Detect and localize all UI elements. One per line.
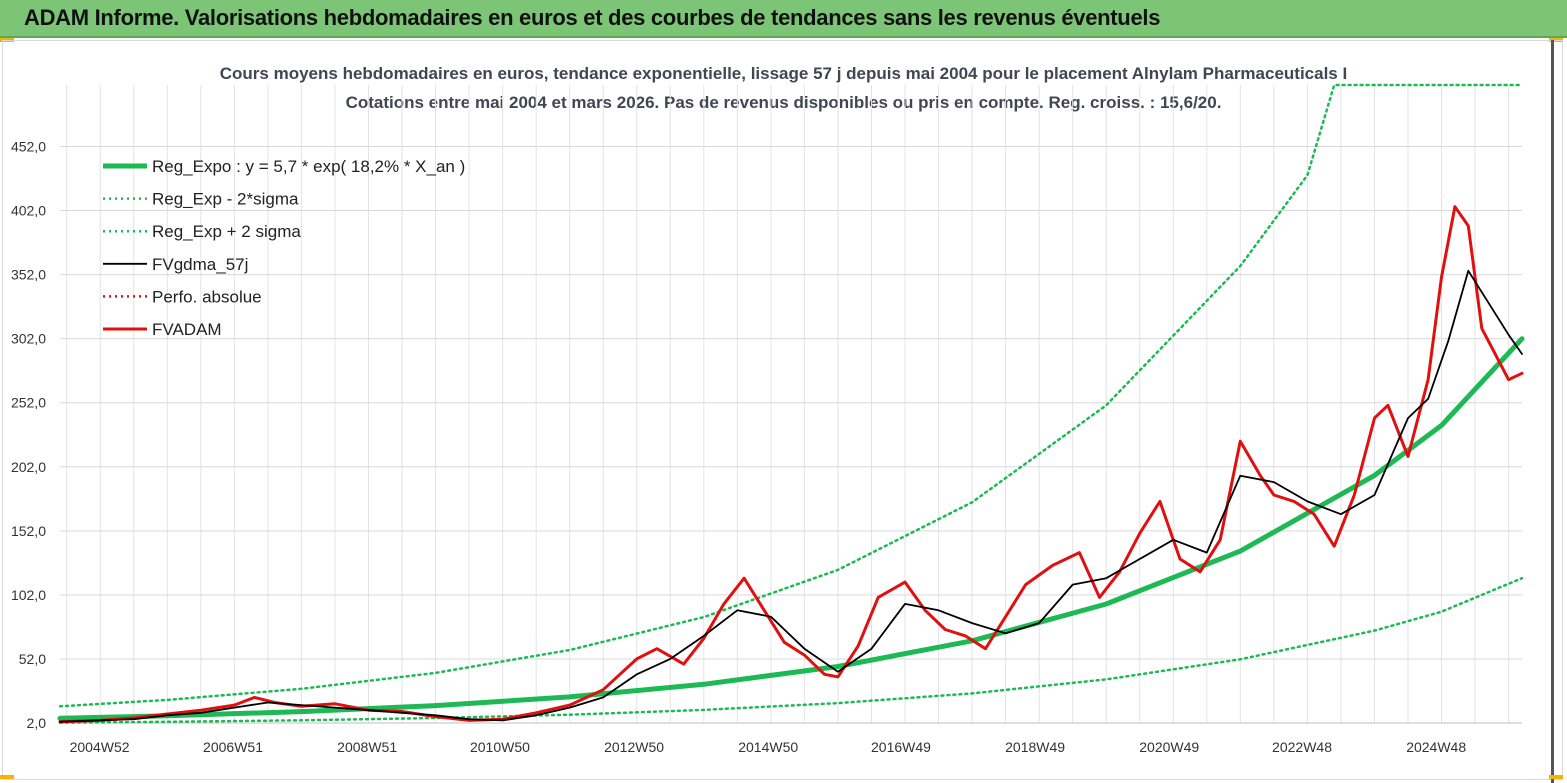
grid <box>60 85 1522 724</box>
y-tick-label: 452,0 <box>11 138 46 154</box>
frame-corner-bottom-left <box>0 775 14 779</box>
y-axis-ticks: 2,0 52,0 102,0 152,0 202,0 252,0 302,0 352,0 402… <box>11 138 46 731</box>
x-tick-label: 2012W50 <box>604 739 664 755</box>
frame-corner-bottom-right <box>1549 775 1563 779</box>
y-tick-label: 402,0 <box>11 203 46 219</box>
report-banner: ADAM Informe. Valorisations hebdomadaire… <box>0 0 1567 38</box>
series-line-2 <box>58 83 1524 708</box>
x-tick-label: 2016W49 <box>871 739 931 755</box>
x-tick-label: 2024W48 <box>1406 739 1466 755</box>
legend-label: Reg_Expo : y = 5,7 * exp( 18,2% * X_an ) <box>152 157 465 176</box>
chart-title: Cours moyens hebdomadaires en euros, ten… <box>219 64 1348 83</box>
x-tick-label: 2004W52 <box>70 739 130 755</box>
chart-frame <box>2 40 1563 780</box>
y-tick-label: 102,0 <box>11 587 46 603</box>
x-tick-label: 2014W50 <box>738 739 798 755</box>
y-tick-label: 2,0 <box>27 715 47 731</box>
x-tick-label: 2006W51 <box>203 739 263 755</box>
series-line-1 <box>58 576 1524 724</box>
x-axis-ticks: 2004W52 2006W51 2008W51 2010W50 2012W50 2014W… <box>70 739 1467 755</box>
legend-label: Reg_Exp + 2 sigma <box>152 222 301 241</box>
legend: Reg_Expo : y = 5,7 * exp( 18,2% * X_an )… <box>103 157 465 339</box>
y-tick-label: 202,0 <box>11 459 46 475</box>
legend-label: Perfo. absolue <box>152 287 262 306</box>
report-title: ADAM Informe. Valorisations hebdomadaire… <box>24 5 1161 30</box>
series-lines <box>57 83 1525 724</box>
x-tick-label: 2020W49 <box>1139 739 1199 755</box>
x-tick-label: 2010W50 <box>470 739 530 755</box>
legend-label: Reg_Exp - 2*sigma <box>152 190 299 209</box>
series-line-0 <box>57 336 1525 721</box>
y-tick-label: 302,0 <box>11 331 46 347</box>
y-tick-label: 252,0 <box>11 395 46 411</box>
legend-label: FVgdma_57j <box>152 255 248 274</box>
chart-frame-right-edge <box>1551 40 1554 783</box>
x-tick-label: 2018W49 <box>1005 739 1065 755</box>
x-tick-label: 2008W51 <box>337 739 397 755</box>
y-tick-label: 52,0 <box>19 651 46 667</box>
series-line-5 <box>58 205 1524 724</box>
y-tick-label: 352,0 <box>11 267 46 283</box>
legend-label: FVADAM <box>152 320 222 339</box>
y-tick-label: 152,0 <box>11 523 46 539</box>
series-line-3 <box>59 269 1523 723</box>
x-tick-label: 2022W48 <box>1272 739 1332 755</box>
chart-subtitle: Cotations entre mai 2004 et mars 2026. P… <box>345 93 1222 112</box>
